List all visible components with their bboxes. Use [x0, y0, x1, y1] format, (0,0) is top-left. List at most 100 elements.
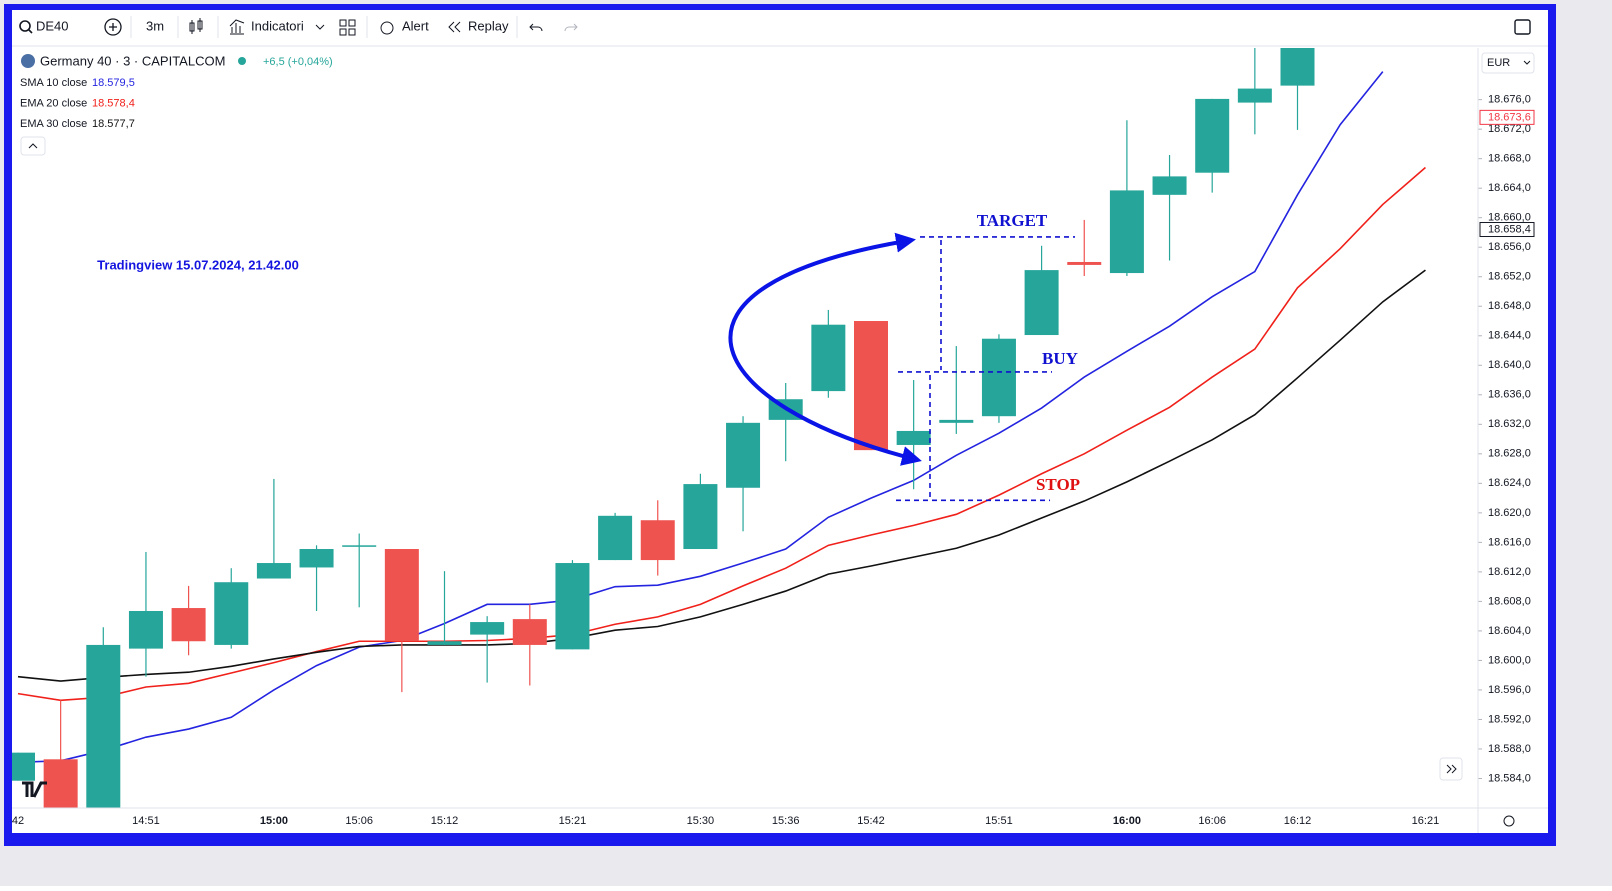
candle-body [470, 622, 505, 635]
add-symbol[interactable] [104, 18, 122, 36]
level-label: TARGET [977, 211, 1048, 230]
alert-icon [380, 21, 394, 35]
search-icon[interactable] [19, 20, 31, 32]
y-tick-label: 18.588,0 [1488, 743, 1531, 755]
x-tick-label: 15:00 [260, 815, 288, 827]
x-tick-label: 15:21 [559, 815, 587, 827]
currency-box[interactable] [1481, 52, 1535, 74]
y-tick-label: 18.644,0 [1488, 330, 1531, 342]
y-tick-label: 18.648,0 [1488, 300, 1531, 312]
indicators-icon [229, 19, 245, 35]
collapse-button[interactable] [20, 136, 46, 156]
chart-type-icon[interactable] [189, 18, 203, 34]
redo[interactable] [564, 23, 578, 32]
undo[interactable] [529, 23, 543, 32]
dropdown-icon [1523, 60, 1531, 65]
x-tick-label: 15:12 [431, 815, 459, 827]
candle-body [427, 641, 462, 645]
candle-body [171, 608, 206, 642]
y-tick-label: 18.620,0 [1488, 507, 1531, 519]
price-label-box [1479, 109, 1535, 125]
x-tick-label: 16:12 [1284, 815, 1312, 827]
candle-body [1195, 98, 1230, 173]
candle-body [512, 619, 547, 645]
y-tick-label: 18.604,0 [1488, 625, 1531, 637]
y-tick-label: 18.656,0 [1488, 241, 1531, 253]
alert-button[interactable]: Alert [402, 18, 429, 33]
y-tick-label: 18.664,0 [1488, 182, 1531, 194]
candle-body [555, 563, 590, 650]
y-tick-label: 18.616,0 [1488, 536, 1531, 548]
candle-body [1152, 176, 1187, 195]
x-tick-label: 15:51 [985, 815, 1013, 827]
legend-name: EMA 20 close [20, 97, 87, 109]
x-tick-label: 15:30 [687, 815, 715, 827]
guide-line [929, 240, 942, 500]
candle-body [256, 563, 291, 579]
candle-body [640, 520, 675, 561]
y-tick-label: 18.584,0 [1488, 772, 1531, 784]
layouts-icon[interactable] [339, 19, 356, 36]
candle-body [598, 515, 633, 561]
candle-body [342, 545, 377, 547]
candle-body [726, 422, 761, 488]
scroll-icon [1446, 764, 1457, 774]
annotation: Tradingview 15.07.2024, 21.42.00 [97, 257, 299, 272]
candle-body [981, 338, 1016, 417]
dropdown-icon[interactable] [315, 24, 325, 30]
symbol-logo [21, 54, 35, 68]
separator [130, 16, 518, 38]
fullscreen[interactable] [1514, 19, 1531, 35]
legend-value: 18.578,4 [92, 97, 135, 109]
x-tick-label: 16:06 [1198, 815, 1226, 827]
x-tick-label: 15:42 [857, 815, 885, 827]
interval[interactable]: 3m [146, 18, 164, 33]
indicators-button[interactable]: Indicatori [251, 18, 304, 33]
candle-body [43, 759, 78, 808]
y-tick-label: 18.636,0 [1488, 389, 1531, 401]
symbol[interactable]: DE40 [36, 18, 69, 33]
candle-body [1024, 270, 1059, 336]
settings[interactable] [1503, 815, 1515, 827]
candle-body [1280, 48, 1315, 86]
y-tick-label: 18.596,0 [1488, 684, 1531, 696]
candle-body [683, 484, 718, 550]
collapse-icon [28, 143, 38, 149]
candle-body [1067, 261, 1102, 265]
y-tick-label: 18.592,0 [1488, 713, 1531, 725]
window [12, 10, 1548, 833]
level-label: BUY [1042, 349, 1078, 368]
y-tick-label: 18.608,0 [1488, 595, 1531, 607]
indicator-line [17, 166, 1426, 702]
add-icon [109, 23, 117, 31]
price-label-box [1479, 222, 1535, 238]
search-icon [28, 29, 33, 34]
replay-button[interactable]: Replay [468, 18, 509, 33]
legend-name: SMA 10 close [20, 77, 87, 89]
y-tick-label: 18.660,0 [1488, 212, 1531, 224]
y-tick-label: 18.672,0 [1488, 123, 1531, 135]
indicator-line [17, 71, 1384, 764]
x-tick-label: 16:00 [1113, 815, 1141, 827]
y-tick-label: 18.612,0 [1488, 566, 1531, 578]
x-tick-label: 15:36 [772, 815, 800, 827]
y-tick-label: 18.628,0 [1488, 448, 1531, 460]
legend-value: 18.577,7 [92, 118, 135, 130]
change: +6,5 (+0,04%) [263, 56, 333, 68]
candle-body [384, 549, 419, 642]
candle-body [939, 419, 974, 423]
candle-body [86, 644, 121, 808]
candle-body [128, 610, 163, 649]
indicator-line [17, 269, 1426, 682]
candle-body [896, 430, 931, 445]
candle-body [854, 321, 888, 451]
level-label: STOP [1036, 475, 1080, 494]
x-tick-label: 14:51 [132, 815, 160, 827]
currency[interactable]: EUR [1487, 57, 1510, 69]
x-tick-label: 15:06 [345, 815, 373, 827]
candle-body [214, 582, 249, 645]
y-tick-label: 18.600,0 [1488, 654, 1531, 666]
price-label: 18.673,6 [1488, 111, 1531, 123]
